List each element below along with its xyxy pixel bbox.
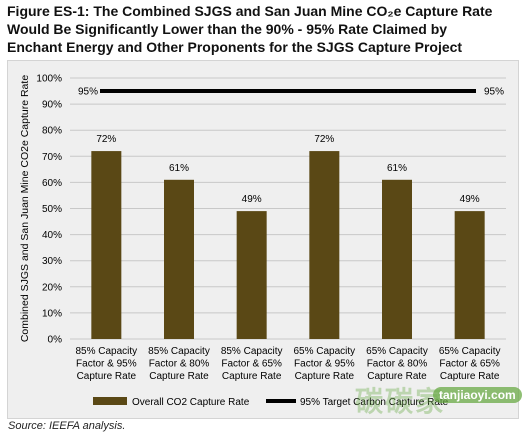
y-tick-label: 30% [42, 256, 62, 267]
bar [382, 179, 412, 339]
bar-chart: 0% 10% 20% 30% 40% 50% 60% 70% 80% 90% 100% Combine… [19, 74, 506, 408]
bar [236, 211, 267, 339]
data-label: 61% [387, 163, 407, 174]
y-tick-label: 80% [42, 126, 62, 137]
y-tick-label: 10% [42, 308, 62, 319]
y-axis-label: Combined SJGS and San Juan Mine CO2e Cap… [19, 75, 31, 342]
title-line: Enchant Energy and Other Proponents for … [7, 39, 463, 55]
x-tick-label: Capture Rate [295, 371, 355, 382]
x-tick-label: Factor & 95% [76, 359, 137, 370]
bar [454, 211, 485, 339]
x-tick-label: Capture Rate [367, 371, 427, 382]
bar [309, 151, 340, 339]
target-label-left: 95% [78, 87, 98, 98]
data-label: 49% [242, 194, 262, 205]
y-tick-label: 70% [42, 152, 62, 163]
title-line: Figure ES-1: The Combined SJGS and San J… [7, 3, 493, 19]
x-tick-label: Capture Rate [440, 371, 500, 382]
x-tick-label: Capture Rate [77, 371, 137, 382]
data-label: 61% [169, 163, 189, 174]
x-tick-label: 85% Capacity [221, 346, 283, 357]
x-tick-label: 65% Capacity [293, 346, 355, 357]
x-tick-label: 65% Capacity [366, 346, 428, 357]
x-tick-label: Factor & 65% [439, 359, 500, 370]
y-tick-label: 0% [48, 335, 63, 346]
chart-area: 0% 10% 20% 30% 40% 50% 60% 70% 80% 90% 100% Combine… [7, 60, 519, 419]
data-label: 72% [314, 134, 334, 145]
x-tick-label: Factor & 80% [367, 359, 428, 370]
y-tick-label: 20% [42, 282, 62, 293]
x-tick-label: 85% Capacity [148, 346, 210, 357]
target-label-right: 95% [484, 87, 504, 98]
watermark-logo: 碳碳家 [355, 386, 446, 417]
title-line: Would Be Significantly Lower than the 90… [7, 21, 448, 37]
y-tick-label: 50% [42, 204, 62, 215]
y-tick-label: 40% [42, 230, 62, 241]
x-tick-label: 85% Capacity [75, 346, 137, 357]
x-tick-label: Capture Rate [222, 371, 282, 382]
figure-title: Figure ES-1: The Combined SJGS and San J… [7, 2, 519, 56]
x-tick-label: Factor & 80% [149, 359, 210, 370]
legend-label: 95% Target Carbon Capture Rate [300, 397, 449, 408]
x-tick-label: Factor & 65% [221, 359, 282, 370]
source-note: Source: IEEFA analysis. [8, 420, 126, 432]
y-tick-label: 60% [42, 178, 62, 189]
x-tick-label: Capture Rate [149, 371, 209, 382]
legend-swatch-bar [93, 397, 127, 405]
bar [164, 179, 194, 339]
y-tick-label: 90% [42, 100, 62, 111]
data-label: 72% [96, 134, 116, 145]
x-tick-label: 65% Capacity [439, 346, 501, 357]
watermark-url: tanjiaoyi.com [433, 387, 522, 403]
legend-label: Overall CO2 Capture Rate [132, 397, 250, 408]
data-label: 49% [460, 194, 480, 205]
y-tick-label: 100% [36, 74, 62, 85]
x-tick-label: Factor & 95% [294, 359, 355, 370]
bar [91, 151, 122, 339]
